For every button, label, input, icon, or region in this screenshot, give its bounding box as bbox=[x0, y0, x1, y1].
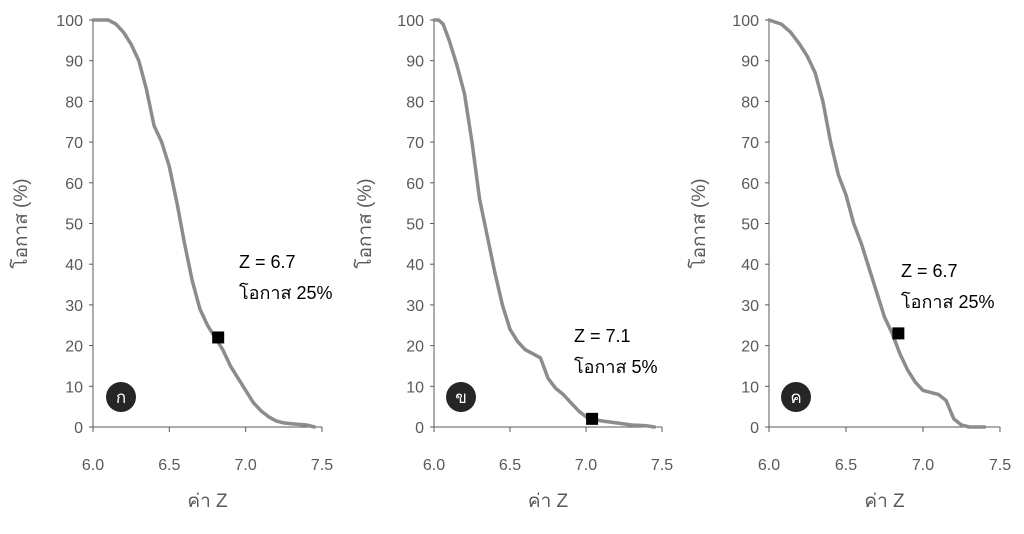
y-tick-label: 100 bbox=[397, 13, 424, 30]
y-tick-label: 30 bbox=[406, 298, 424, 315]
x-axis-label: ค่า Z bbox=[864, 491, 905, 512]
series-line bbox=[767, 18, 987, 429]
x-axis-label: ค่า Z bbox=[528, 491, 569, 512]
y-tick-label: 20 bbox=[741, 339, 759, 356]
x-axis-label: ค่า Z bbox=[187, 491, 228, 512]
y-tick-label: 40 bbox=[741, 257, 759, 274]
annotation-line-1: Z = 7.1 bbox=[574, 326, 631, 346]
chart-panel-1: 0 10 20 30 40 50 60 70 80 90 100 6.0 6.5 7.0 7.5 ค่า Z โ… bbox=[9, 13, 333, 512]
data-marker bbox=[892, 327, 905, 340]
annotation-line-1: Z = 6.7 bbox=[239, 252, 296, 272]
series-line bbox=[91, 18, 317, 429]
y-tick-label: 10 bbox=[406, 379, 424, 396]
panel-badge-label: ก bbox=[116, 388, 126, 407]
y-tick-label: 90 bbox=[741, 54, 759, 71]
y-tick-label: 100 bbox=[732, 13, 759, 30]
y-axis-label: โอกาส (%) bbox=[353, 178, 376, 268]
y-tick-label: 100 bbox=[56, 13, 83, 30]
x-tick-label: 6.5 bbox=[158, 457, 180, 474]
y-tick-label: 0 bbox=[74, 420, 83, 437]
x-tick-label: 7.0 bbox=[235, 457, 257, 474]
y-tick-label: 60 bbox=[741, 176, 759, 193]
y-tick-label: 80 bbox=[406, 94, 424, 111]
annotation-line-2: โอกาส 5% bbox=[574, 356, 658, 377]
annotation-line-1: Z = 6.7 bbox=[901, 261, 958, 281]
y-tick-label: 60 bbox=[65, 176, 83, 193]
panel-badge-label: ค bbox=[790, 388, 801, 407]
data-marker bbox=[586, 412, 599, 425]
y-tick-label: 50 bbox=[65, 217, 83, 234]
x-tick-label: 7.5 bbox=[311, 457, 333, 474]
y-tick-label: 70 bbox=[741, 135, 759, 152]
y-tick-label: 60 bbox=[406, 176, 424, 193]
y-tick-label: 80 bbox=[65, 94, 83, 111]
y-tick-label: 0 bbox=[750, 420, 759, 437]
y-tick-label: 0 bbox=[415, 420, 424, 437]
y-tick-label: 70 bbox=[406, 135, 424, 152]
x-tick-label: 6.0 bbox=[758, 457, 780, 474]
y-tick-label: 10 bbox=[65, 379, 83, 396]
y-tick-label: 50 bbox=[741, 217, 759, 234]
chart-panel-3: 0 10 20 30 40 50 60 70 80 90 100 6.0 6.5 7.0 7.5 ค่า Z โ… bbox=[687, 13, 1011, 512]
annotation-line-2: โอกาส 25% bbox=[901, 291, 995, 312]
x-tick-label: 6.5 bbox=[499, 457, 521, 474]
x-tick-label: 6.0 bbox=[82, 457, 104, 474]
y-tick-label: 90 bbox=[65, 54, 83, 71]
y-tick-label: 40 bbox=[406, 257, 424, 274]
y-tick-label: 40 bbox=[65, 257, 83, 274]
panel-badge-label: ข bbox=[455, 388, 467, 407]
y-axis-label: โอกาส (%) bbox=[9, 178, 32, 268]
x-tick-label: 7.0 bbox=[575, 457, 597, 474]
y-axis-label: โอกาส (%) bbox=[687, 178, 710, 268]
y-tick-label: 20 bbox=[65, 339, 83, 356]
x-tick-label: 7.0 bbox=[912, 457, 934, 474]
x-tick-label: 7.5 bbox=[989, 457, 1011, 474]
y-tick-label: 30 bbox=[65, 298, 83, 315]
annotation-line-2: โอกาส 25% bbox=[239, 282, 333, 303]
y-tick-label: 20 bbox=[406, 339, 424, 356]
chart-panel-2: 0 10 20 30 40 50 60 70 80 90 100 6.0 6.5 7.0 7.5 ค่า Z โ… bbox=[353, 13, 673, 512]
x-tick-label: 7.5 bbox=[651, 457, 673, 474]
y-tick-label: 80 bbox=[741, 94, 759, 111]
y-tick-label: 50 bbox=[406, 217, 424, 234]
y-tick-label: 10 bbox=[741, 379, 759, 396]
data-marker bbox=[212, 331, 225, 344]
x-tick-label: 6.5 bbox=[835, 457, 857, 474]
panel-badge bbox=[446, 382, 476, 412]
y-tick-label: 90 bbox=[406, 54, 424, 71]
panel-badge bbox=[781, 382, 811, 412]
y-tick-label: 70 bbox=[65, 135, 83, 152]
x-tick-label: 6.0 bbox=[423, 457, 445, 474]
y-tick-label: 30 bbox=[741, 298, 759, 315]
panel-badge bbox=[106, 382, 136, 412]
